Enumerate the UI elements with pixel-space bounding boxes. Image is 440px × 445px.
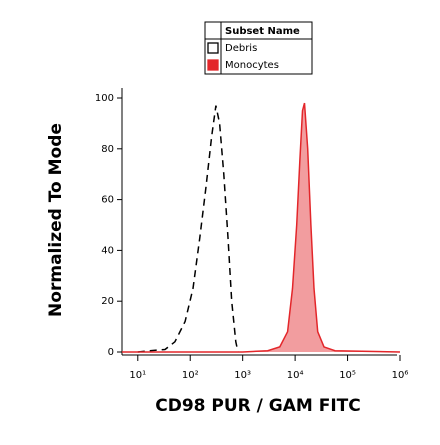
legend-swatch <box>207 42 219 54</box>
y-tick-label: 60 <box>101 195 114 206</box>
legend-label: Monocytes <box>225 60 279 71</box>
x-tick-label: 10³ <box>234 370 251 381</box>
x-tick-label: 10⁴ <box>287 370 304 381</box>
series-line <box>137 105 239 353</box>
x-tick-label: 10² <box>182 370 199 381</box>
x-tick-label: 10⁵ <box>339 370 356 381</box>
legend-title: Subset Name <box>225 26 300 37</box>
legend-label: Debris <box>225 43 257 54</box>
series-line <box>122 102 401 353</box>
y-axis-label: Normalized To Mode <box>46 123 66 317</box>
x-tick-label: 10⁶ <box>392 370 409 381</box>
y-tick-label: 0 <box>108 347 114 358</box>
x-tick-label: 10¹ <box>129 370 146 381</box>
legend-box <box>204 21 313 75</box>
y-tick-label: 80 <box>101 144 114 155</box>
y-tick-label: 20 <box>101 296 114 307</box>
legend-swatch <box>207 59 219 71</box>
y-tick-label: 100 <box>95 93 114 104</box>
y-tick-label: 40 <box>101 245 114 256</box>
series-area <box>122 103 400 352</box>
x-axis-label: CD98 PUR / GAM FITC <box>155 396 361 416</box>
